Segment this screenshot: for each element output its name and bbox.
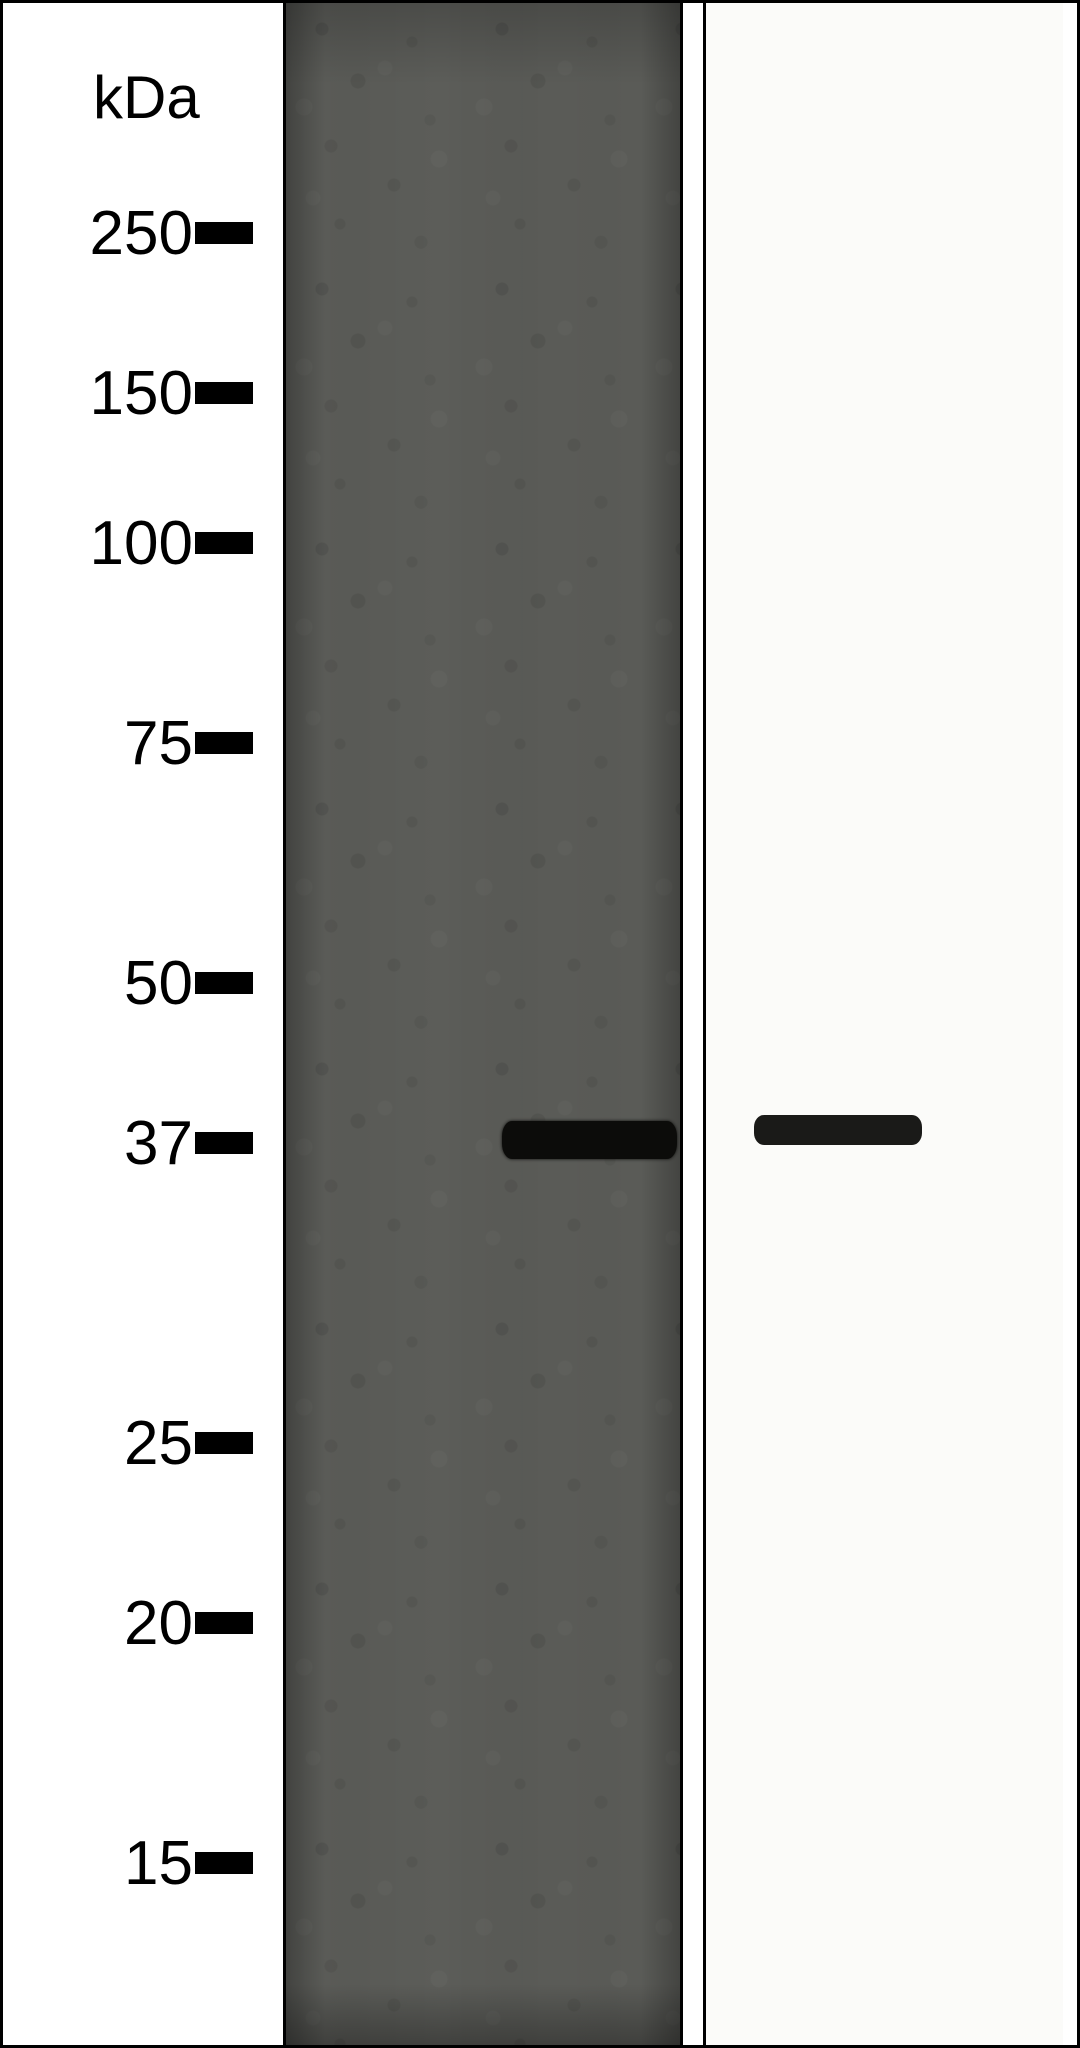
marker-label: 25 — [3, 1408, 193, 1479]
lane-1 — [283, 3, 683, 2045]
lane-1-band-37kda — [502, 1121, 677, 1159]
marker-label: 150 — [3, 358, 193, 429]
marker-150: 150 — [3, 375, 253, 411]
lane-2-band-37kda — [754, 1115, 922, 1145]
marker-25: 25 — [3, 1425, 253, 1461]
marker-tick — [195, 1432, 253, 1454]
marker-label: 15 — [3, 1828, 193, 1899]
marker-37: 37 — [3, 1125, 253, 1161]
marker-tick — [195, 532, 253, 554]
marker-label: 250 — [3, 198, 193, 269]
marker-75: 75 — [3, 725, 253, 761]
marker-tick — [195, 222, 253, 244]
marker-50: 50 — [3, 965, 253, 1001]
marker-tick — [195, 1852, 253, 1874]
marker-label: 20 — [3, 1588, 193, 1659]
marker-label: 75 — [3, 708, 193, 779]
lane-1-edge-shade — [286, 3, 680, 2045]
marker-250: 250 — [3, 215, 253, 251]
marker-label: 50 — [3, 948, 193, 1019]
marker-label: 37 — [3, 1108, 193, 1179]
marker-tick — [195, 1132, 253, 1154]
marker-tick — [195, 382, 253, 404]
unit-label: kDa — [93, 63, 200, 132]
marker-100: 100 — [3, 525, 253, 561]
marker-20: 20 — [3, 1605, 253, 1641]
western-blot-figure: kDa 250 150 100 75 50 37 25 20 15 — [0, 0, 1080, 2048]
lane-2 — [703, 3, 1063, 2045]
marker-15: 15 — [3, 1845, 253, 1881]
marker-tick — [195, 1612, 253, 1634]
marker-tick — [195, 732, 253, 754]
marker-label: 100 — [3, 508, 193, 579]
marker-tick — [195, 972, 253, 994]
lane-2-background — [706, 3, 1063, 2045]
